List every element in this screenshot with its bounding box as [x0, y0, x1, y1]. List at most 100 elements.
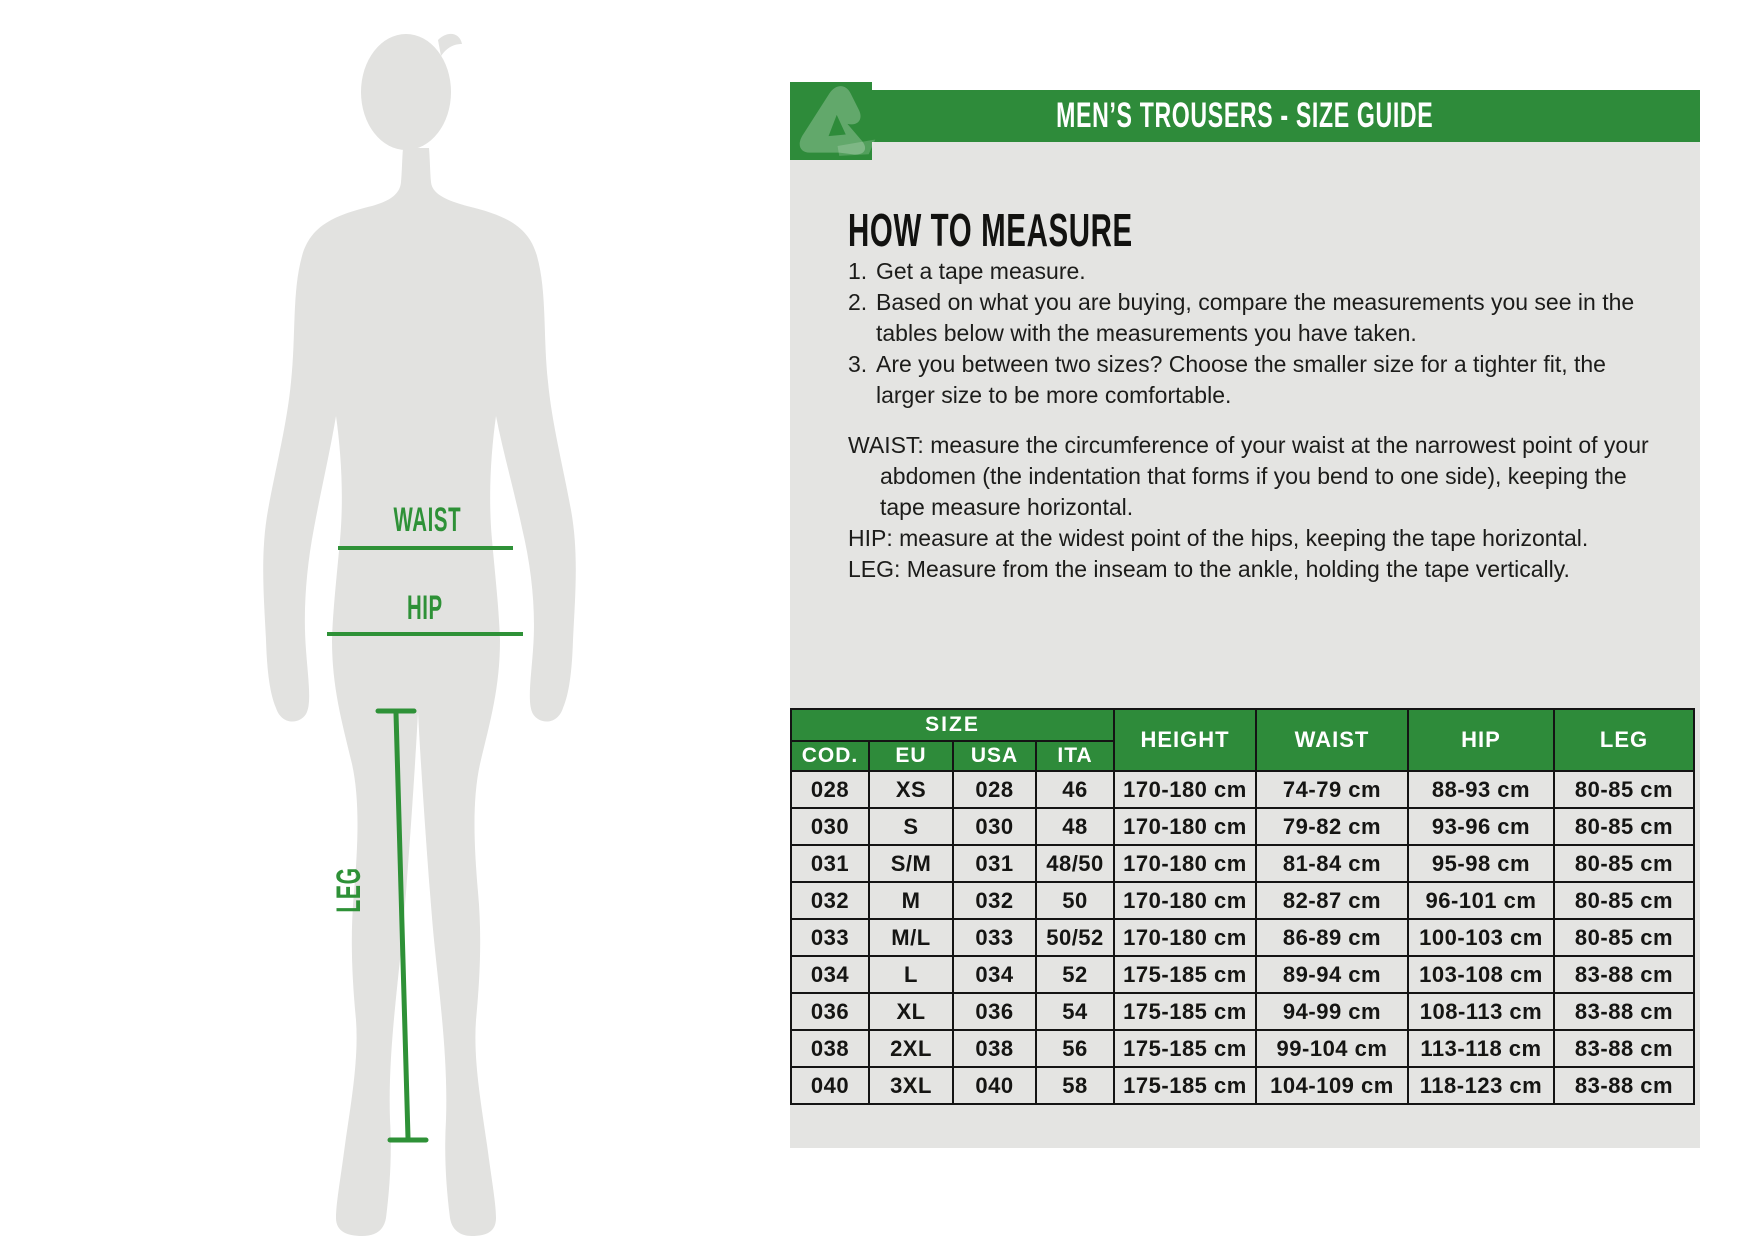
table-cell: 80-85 cm — [1553, 807, 1695, 846]
table-cell: 031 — [790, 844, 870, 883]
table-cell: 038 — [952, 1029, 1037, 1068]
table-cell: 89-94 cm — [1255, 955, 1409, 994]
table-cell: 83-88 cm — [1553, 992, 1695, 1031]
table-cell: XS — [868, 770, 954, 809]
table-cell: 031 — [952, 844, 1037, 883]
waist-measure-line — [338, 546, 513, 550]
silhouette-hair — [438, 33, 462, 56]
table-cell: 48 — [1035, 807, 1115, 846]
table-row: 030 S 030 48 170-180 cm 79-82 cm 93-96 cm 80-85… — [790, 807, 1695, 846]
table-cell: 83-88 cm — [1553, 955, 1695, 994]
column-header-hip: HIP — [1407, 708, 1555, 772]
measurement-tips: WAIST: measure the circumference of your… — [848, 430, 1656, 585]
table-cell: 100-103 cm — [1407, 918, 1555, 957]
table-cell: 58 — [1035, 1066, 1115, 1105]
column-header-height: HEIGHT — [1113, 708, 1257, 772]
table-cell: 104-109 cm — [1255, 1066, 1409, 1105]
table-cell: 175-185 cm — [1113, 992, 1257, 1031]
silhouette-body — [263, 148, 576, 1236]
table-cell: 99-104 cm — [1255, 1029, 1409, 1068]
leg-label: LEG — [330, 867, 368, 913]
how-to-measure-steps: 1. Get a tape measure. 2. Based on what you… — [848, 256, 1648, 411]
table-cell: 88-93 cm — [1407, 770, 1555, 809]
acerbis-logo-icon — [799, 86, 876, 156]
step-text: Based on what you are buying, compare th… — [876, 289, 1635, 346]
table-cell: 81-84 cm — [1255, 844, 1409, 883]
table-cell: 54 — [1035, 992, 1115, 1031]
table-cell: 86-89 cm — [1255, 918, 1409, 957]
brand-logo — [790, 82, 876, 160]
column-header-waist: WAIST — [1255, 708, 1409, 772]
table-cell: 170-180 cm — [1113, 881, 1257, 920]
table-row: 034 L 034 52 175-185 cm 89-94 cm 103-108 cm 83-… — [790, 955, 1695, 994]
table-cell: 74-79 cm — [1255, 770, 1409, 809]
column-header-cod: COD. — [790, 740, 870, 772]
measurement-tip: WAIST: measure the circumference of your… — [848, 432, 1649, 520]
how-to-step: 1. Get a tape measure. — [848, 256, 1648, 287]
table-cell: 80-85 cm — [1553, 844, 1695, 883]
table-cell: M/L — [868, 918, 954, 957]
table-cell: 034 — [952, 955, 1037, 994]
table-cell: 028 — [952, 770, 1037, 809]
table-cell: 030 — [952, 807, 1037, 846]
table-row: 032 M 032 50 170-180 cm 82-87 cm 96-101 cm 80-8… — [790, 881, 1695, 920]
column-header-usa: USA — [952, 740, 1037, 772]
table-cell: 46 — [1035, 770, 1115, 809]
how-to-measure-heading: HOW TO MEASURE — [848, 204, 1133, 256]
table-cell: 033 — [952, 918, 1037, 957]
table-cell: S/M — [868, 844, 954, 883]
table-cell: 103-108 cm — [1407, 955, 1555, 994]
table-cell: 50 — [1035, 881, 1115, 920]
table-cell: 2XL — [868, 1029, 954, 1068]
table-cell: 028 — [790, 770, 870, 809]
table-cell: 032 — [790, 881, 870, 920]
page-title: MEN’S TROUSERS - SIZE GUIDE — [1056, 96, 1434, 135]
hip-label: HIP — [407, 589, 443, 627]
table-cell: 80-85 cm — [1553, 918, 1695, 957]
table-cell: 170-180 cm — [1113, 770, 1257, 809]
table-row: 033 M/L 033 50/52 170-180 cm 86-89 cm 100-103 … — [790, 918, 1695, 957]
table-cell: 83-88 cm — [1553, 1029, 1695, 1068]
table-cell: 033 — [790, 918, 870, 957]
table-cell: 170-180 cm — [1113, 918, 1257, 957]
table-cell: 040 — [952, 1066, 1037, 1105]
table-cell: 82-87 cm — [1255, 881, 1409, 920]
table-cell: 3XL — [868, 1066, 954, 1105]
table-cell: S — [868, 807, 954, 846]
step-text: Get a tape measure. — [876, 258, 1086, 284]
table-cell: 96-101 cm — [1407, 881, 1555, 920]
table-cell: 48/50 — [1035, 844, 1115, 883]
table-cell: 170-180 cm — [1113, 807, 1257, 846]
step-text: Are you between two sizes? Choose the sm… — [876, 351, 1606, 408]
table-cell: 50/52 — [1035, 918, 1115, 957]
step-number: 2. — [848, 289, 868, 315]
hip-measure-line — [327, 632, 523, 636]
measurement-tip: LEG: Measure from the inseam to the ankl… — [848, 556, 1570, 582]
table-cell: 79-82 cm — [1255, 807, 1409, 846]
table-cell: 118-123 cm — [1407, 1066, 1555, 1105]
table-row: 036 XL 036 54 175-185 cm 94-99 cm 108-113 cm 83… — [790, 992, 1695, 1031]
column-header-eu: EU — [868, 740, 954, 772]
how-to-step: 2. Based on what you are buying, compare … — [848, 287, 1648, 349]
leg-measure-line — [375, 708, 429, 1143]
table-cell: 036 — [790, 992, 870, 1031]
table-cell: 113-118 cm — [1407, 1029, 1555, 1068]
table-cell: 036 — [952, 992, 1037, 1031]
table-row: 040 3XL 040 58 175-185 cm 104-109 cm 118-123 c… — [790, 1066, 1695, 1105]
table-cell: L — [868, 955, 954, 994]
title-bar: MEN’S TROUSERS - SIZE GUIDE — [790, 90, 1700, 142]
table-cell: 030 — [790, 807, 870, 846]
size-table: SIZE HEIGHT WAIST HIP LEG COD. EU USA IT… — [790, 708, 1695, 1105]
table-cell: 52 — [1035, 955, 1115, 994]
table-row: 028 XS 028 46 170-180 cm 74-79 cm 88-93 cm 80-8… — [790, 770, 1695, 809]
table-row: 031 S/M 031 48/50 170-180 cm 81-84 cm 95-98 cm… — [790, 844, 1695, 883]
table-cell: 038 — [790, 1029, 870, 1068]
table-cell: 040 — [790, 1066, 870, 1105]
waist-label: WAIST — [393, 501, 461, 539]
table-cell: 80-85 cm — [1553, 770, 1695, 809]
column-header-leg: LEG — [1553, 708, 1695, 772]
table-cell: 032 — [952, 881, 1037, 920]
table-cell: M — [868, 881, 954, 920]
